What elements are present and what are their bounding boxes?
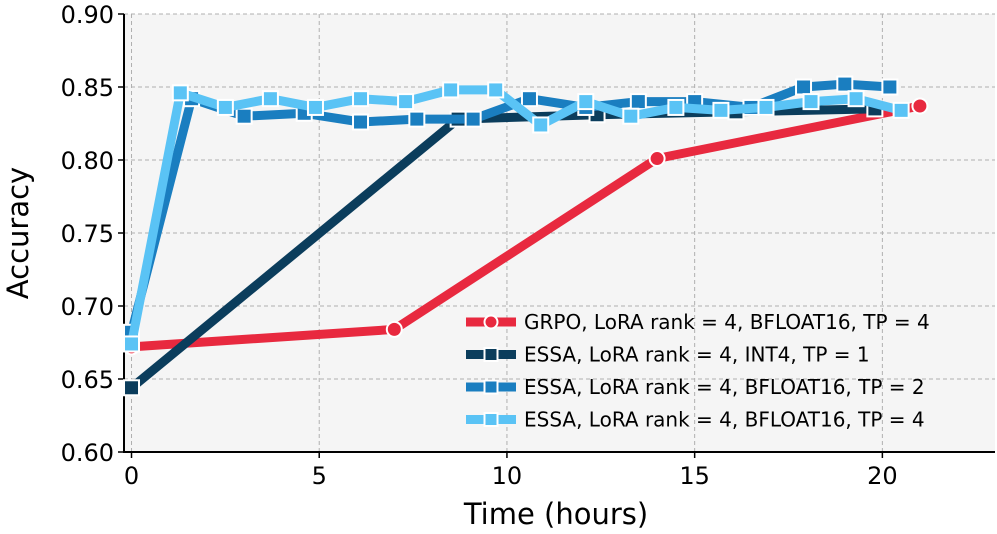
y-axis-title: Accuracy [1, 167, 35, 299]
data-point [648, 150, 666, 168]
data-point [397, 93, 415, 111]
legend-marker [483, 379, 499, 395]
data-point [802, 93, 820, 111]
data-point [892, 101, 910, 119]
series-4 [123, 81, 910, 353]
data-point [487, 81, 505, 99]
legend-entry: ESSA, LoRA rank = 4, BFLOAT16, TP = 4 [466, 408, 925, 432]
data-point [261, 90, 279, 108]
y-tick-label: 0.80 [61, 147, 114, 175]
data-point [881, 78, 899, 96]
legend-label: ESSA, LoRA rank = 4, BFLOAT16, TP = 2 [524, 375, 925, 399]
legend-label: ESSA, LoRA rank = 4, INT4, TP = 1 [524, 343, 870, 367]
y-tick-label: 0.90 [61, 1, 114, 29]
data-point [795, 78, 813, 96]
legend-marker [483, 347, 499, 362]
x-tick-label: 5 [312, 462, 327, 490]
data-point [442, 81, 460, 99]
data-point [520, 90, 538, 108]
data-point [629, 93, 647, 111]
data-series [123, 75, 929, 397]
x-tick-label: 10 [492, 462, 523, 490]
data-point [911, 97, 929, 115]
legend-entry: ESSA, LoRA rank = 4, INT4, TP = 1 [466, 343, 870, 367]
legend-marker [483, 314, 499, 330]
data-point [216, 98, 234, 116]
data-point [847, 90, 865, 108]
legend: GRPO, LoRA rank = 4, BFLOAT16, TP = 4 ESS… [466, 310, 930, 432]
data-point [123, 379, 141, 397]
data-point [352, 113, 370, 131]
data-point [408, 110, 426, 128]
x-tick-label: 15 [679, 462, 710, 490]
data-point [757, 98, 775, 116]
data-point [836, 75, 854, 93]
data-point [123, 335, 141, 353]
data-point [622, 107, 640, 125]
legend-label: GRPO, LoRA rank = 4, BFLOAT16, TP = 4 [524, 310, 930, 334]
legend-marker [483, 412, 499, 427]
legend-entry: GRPO, LoRA rank = 4, BFLOAT16, TP = 4 [466, 310, 930, 334]
legend-label: ESSA, LoRA rank = 4, BFLOAT16, TP = 4 [524, 408, 925, 432]
x-tick-label: 20 [867, 462, 898, 490]
data-point [667, 98, 685, 116]
data-point [532, 116, 550, 134]
data-point [712, 101, 730, 119]
data-point [235, 107, 253, 125]
y-tick-label: 0.70 [61, 293, 114, 321]
y-tick-label: 0.60 [61, 439, 114, 467]
data-point [577, 93, 595, 111]
series-line [131, 101, 921, 352]
x-tick-label: 0 [124, 462, 139, 490]
data-point [171, 84, 189, 102]
y-tick-label: 0.85 [61, 74, 114, 102]
y-tick-label: 0.75 [61, 220, 114, 248]
legend-entry: ESSA, LoRA rank = 4, BFLOAT16, TP = 2 [466, 375, 925, 399]
data-point [464, 110, 482, 128]
data-point [385, 320, 403, 338]
data-point [306, 98, 324, 116]
data-point [352, 90, 370, 108]
y-tick-label: 0.65 [61, 366, 114, 394]
x-axis-title: Time (hours) [463, 497, 648, 531]
